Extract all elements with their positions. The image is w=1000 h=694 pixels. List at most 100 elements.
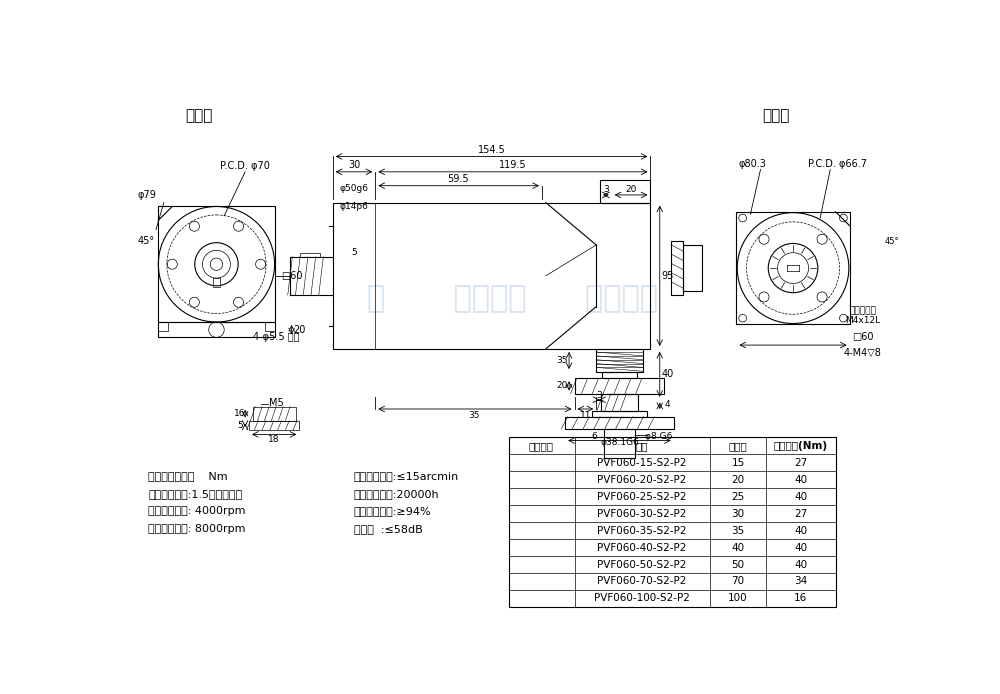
Bar [600, 180, 650, 203]
Bar [683, 245, 702, 291]
Text: 16: 16 [794, 593, 807, 603]
Bar [333, 203, 650, 349]
Text: 3: 3 [603, 185, 609, 194]
Text: 型号: 型号 [636, 441, 648, 451]
Text: P.C.D. φ70: P.C.D. φ70 [220, 162, 270, 171]
Bar [249, 421, 299, 430]
Text: 4-M4▽8: 4-M4▽8 [844, 348, 882, 358]
Text: M4x12L: M4x12L [845, 316, 880, 325]
Text: 18: 18 [268, 435, 280, 444]
Bar [596, 349, 643, 372]
Text: □60: □60 [852, 332, 874, 342]
Text: M5: M5 [269, 398, 284, 408]
Text: 40: 40 [661, 369, 674, 380]
Text: 满载传动效率:≥94%: 满载传动效率:≥94% [354, 507, 431, 516]
Text: 40: 40 [794, 543, 807, 552]
Text: PVF060-35-S2-P2: PVF060-35-S2-P2 [597, 525, 687, 536]
Text: φ8 G6: φ8 G6 [645, 432, 672, 441]
Text: 噪音值  :≤58dB: 噪音值 :≤58dB [354, 524, 422, 534]
Text: PVF060-70-S2-P2: PVF060-70-S2-P2 [597, 577, 687, 586]
Text: 45°: 45° [885, 237, 900, 246]
Bar [253, 407, 296, 421]
Bar [601, 393, 638, 411]
Text: 40: 40 [794, 492, 807, 502]
Text: 40: 40 [794, 475, 807, 485]
Text: 额定扭矩(Nm): 额定扭矩(Nm) [774, 441, 828, 451]
Bar [592, 411, 647, 416]
Bar [671, 241, 683, 295]
Text: φ38.1G6: φ38.1G6 [600, 439, 639, 448]
Bar [604, 429, 635, 458]
Text: 最大输入转速: 8000rpm: 最大输入转速: 8000rpm [148, 524, 246, 534]
Text: PVF060-40-S2-P2: PVF060-40-S2-P2 [597, 543, 687, 552]
Text: 35: 35 [556, 356, 568, 365]
Text: 额定输入转速: 4000rpm: 额定输入转速: 4000rpm [148, 507, 246, 516]
Text: 平均使用寿命:20000h: 平均使用寿命:20000h [354, 489, 439, 499]
Text: 4-φ5.5 贯穿: 4-φ5.5 贯穿 [253, 332, 299, 342]
Text: PVF060-15-S2-P2: PVF060-15-S2-P2 [597, 458, 687, 468]
Bar [158, 322, 275, 337]
Text: 35: 35 [469, 411, 480, 420]
Text: 45°: 45° [137, 236, 154, 246]
Text: 6: 6 [592, 432, 598, 441]
Bar [736, 212, 850, 324]
Text: 59.5: 59.5 [447, 174, 469, 184]
Text: PVF060-50-S2-P2: PVF060-50-S2-P2 [597, 559, 687, 570]
Bar [300, 253, 320, 257]
Bar [158, 207, 275, 322]
Text: 5: 5 [352, 248, 357, 257]
Text: 11: 11 [580, 411, 591, 420]
Text: 35: 35 [731, 525, 745, 536]
Text: φ80.3: φ80.3 [739, 159, 767, 169]
Text: 5: 5 [237, 421, 243, 430]
Bar [265, 322, 275, 331]
Text: 普通回程背隙:≤15arcmin: 普通回程背隙:≤15arcmin [354, 471, 459, 481]
Text: P.C.D. φ66.7: P.C.D. φ66.7 [808, 159, 868, 169]
Bar [565, 416, 674, 429]
Text: PVF060-100-S2-P2: PVF060-100-S2-P2 [594, 593, 690, 603]
Text: 输入端: 输入端 [762, 108, 790, 123]
Text: 34: 34 [794, 577, 807, 586]
Text: PVF060-25-S2-P2: PVF060-25-S2-P2 [597, 492, 687, 502]
Text: 20: 20 [293, 325, 306, 335]
Text: 20: 20 [731, 475, 745, 485]
Text: 4: 4 [665, 400, 670, 409]
Bar [213, 278, 220, 287]
Text: 最大输出扭矩:1.5倍额定扭矩: 最大输出扭矩:1.5倍额定扭矩 [148, 489, 242, 499]
Text: 70: 70 [731, 577, 745, 586]
Text: 40: 40 [731, 543, 745, 552]
Text: 27: 27 [794, 509, 807, 518]
Text: 16: 16 [234, 409, 245, 418]
Text: φ14p6: φ14p6 [340, 202, 369, 211]
Text: 额定输出扭矩：    Nm: 额定输出扭矩： Nm [148, 471, 228, 481]
Text: 50: 50 [731, 559, 745, 570]
Text: □60: □60 [281, 271, 302, 281]
Text: 3: 3 [596, 391, 602, 400]
Text: PVF060-20-S2-P2: PVF060-20-S2-P2 [597, 475, 687, 485]
Bar [574, 378, 664, 393]
Text: φ79: φ79 [137, 190, 156, 200]
Text: 20: 20 [556, 382, 568, 391]
Text: PVF060-30-S2-P2: PVF060-30-S2-P2 [597, 509, 687, 518]
Text: 市       机电设备      有限公司: 市 机电设备 有限公司 [367, 285, 658, 314]
Text: 154.5: 154.5 [478, 144, 505, 155]
Text: 119.5: 119.5 [499, 160, 526, 170]
Text: φ50g6: φ50g6 [340, 185, 369, 193]
Text: 输出端: 输出端 [185, 108, 212, 123]
Text: 客户选型: 客户选型 [529, 441, 554, 451]
Text: 40: 40 [794, 525, 807, 536]
Text: 30: 30 [731, 509, 745, 518]
Text: 100: 100 [728, 593, 748, 603]
Text: 95: 95 [661, 271, 674, 281]
Text: 40: 40 [794, 559, 807, 570]
Text: 30: 30 [348, 160, 361, 170]
Text: 20: 20 [625, 185, 637, 194]
Text: 15: 15 [731, 458, 745, 468]
Text: 内六角螺丝: 内六角螺丝 [849, 306, 876, 315]
Bar [602, 372, 637, 378]
Bar [509, 437, 836, 607]
Bar [158, 322, 168, 331]
Text: 减速比: 减速比 [729, 441, 747, 451]
Text: 27: 27 [794, 458, 807, 468]
Text: 25: 25 [731, 492, 745, 502]
